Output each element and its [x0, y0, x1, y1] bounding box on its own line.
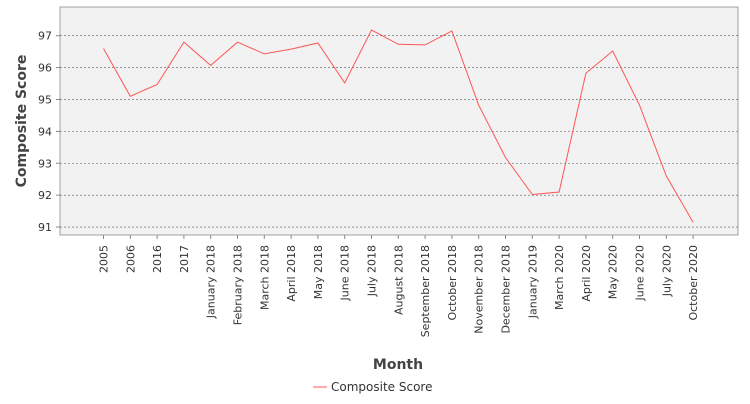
y-tick-label: 95: [38, 93, 52, 106]
series-line: [103, 29, 694, 223]
x-tick-label: January 2018: [205, 245, 218, 319]
x-axis-ticks: 2005 2006 2016 2017 January 2018 February 201…: [98, 235, 700, 337]
x-tick-label: 2016: [151, 245, 164, 273]
legend-label: Composite Score: [331, 380, 432, 394]
x-tick-label: 2005: [98, 245, 111, 273]
x-tick-label: March 2020: [553, 245, 566, 310]
x-tick-label: May 2020: [607, 245, 620, 299]
x-tick-label: October 2018: [446, 245, 459, 321]
y-tick-label: 97: [38, 30, 52, 43]
legend: Composite Score: [313, 380, 432, 394]
x-tick-label: December 2018: [500, 245, 513, 334]
x-tick-label: May 2018: [312, 245, 325, 299]
y-tick-label: 91: [38, 221, 52, 234]
x-tick-label: 2006: [124, 245, 137, 273]
y-tick-label: 92: [38, 189, 52, 202]
y-tick-label: 96: [38, 62, 52, 75]
x-tick-label: July 2020: [660, 245, 673, 297]
x-tick-label: November 2018: [473, 245, 486, 334]
series-layer: [103, 29, 694, 223]
x-tick-label: August 2018: [392, 245, 405, 315]
y-axis-label: Composite Score: [14, 55, 30, 188]
gridlines: [60, 35, 738, 228]
x-tick-label: March 2018: [258, 245, 271, 310]
x-tick-label: 2017: [178, 245, 191, 273]
x-tick-label: June 2018: [339, 245, 352, 301]
y-tick-label: 94: [38, 125, 52, 138]
x-tick-label: April 2018: [285, 245, 298, 302]
x-tick-label: April 2020: [580, 245, 593, 302]
x-tick-label: October 2020: [687, 245, 700, 321]
y-axis-ticks: 91 92 93 94 95 96 97: [38, 30, 60, 234]
x-axis-label: Month: [373, 357, 423, 373]
y-tick-label: 93: [38, 157, 52, 170]
plot-area: [59, 6, 739, 236]
x-tick-label: January 2019: [526, 245, 539, 319]
x-tick-label: July 2018: [366, 245, 379, 297]
x-tick-label: June 2020: [634, 245, 647, 301]
x-tick-label: September 2018: [419, 245, 432, 337]
x-tick-label: February 2018: [232, 245, 245, 325]
